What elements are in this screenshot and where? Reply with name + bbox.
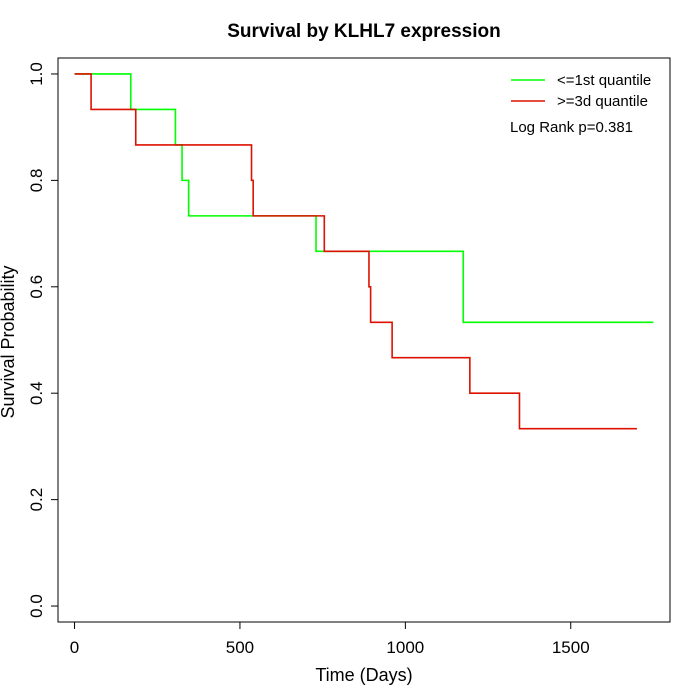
y-axis: 0.0 0.2 0.4 0.6 0.8 1.0 bbox=[27, 62, 59, 618]
y-tick-label: 0.2 bbox=[27, 488, 46, 512]
x-tick-label: 0 bbox=[70, 638, 79, 657]
legend-label-1: >=3d quantile bbox=[557, 93, 648, 110]
chart-title: Survival by KLHL7 expression bbox=[227, 21, 501, 42]
y-tick-label: 0.0 bbox=[27, 594, 46, 618]
legend-label-0: <=1st quantile bbox=[557, 72, 651, 89]
x-tick-label: 500 bbox=[226, 638, 254, 657]
series-line-1 bbox=[74, 73, 637, 430]
y-tick-label: 0.6 bbox=[27, 275, 46, 299]
x-tick-label: 1000 bbox=[386, 638, 424, 657]
x-tick-label: 1500 bbox=[552, 638, 590, 657]
log-rank-annotation: Log Rank p=0.381 bbox=[510, 119, 633, 136]
y-tick-label: 1.0 bbox=[27, 62, 46, 86]
series-layer bbox=[74, 73, 654, 430]
y-axis-label: Survival Probability bbox=[0, 265, 18, 418]
series-line-0 bbox=[74, 73, 654, 324]
legend: <=1st quantile >=3d quantile bbox=[511, 72, 651, 110]
x-axis: 0 500 1000 1500 bbox=[70, 621, 590, 657]
x-axis-label: Time (Days) bbox=[315, 665, 412, 685]
y-tick-label: 0.4 bbox=[27, 381, 46, 405]
y-tick-label: 0.8 bbox=[27, 169, 46, 193]
plot-frame bbox=[57, 57, 671, 623]
